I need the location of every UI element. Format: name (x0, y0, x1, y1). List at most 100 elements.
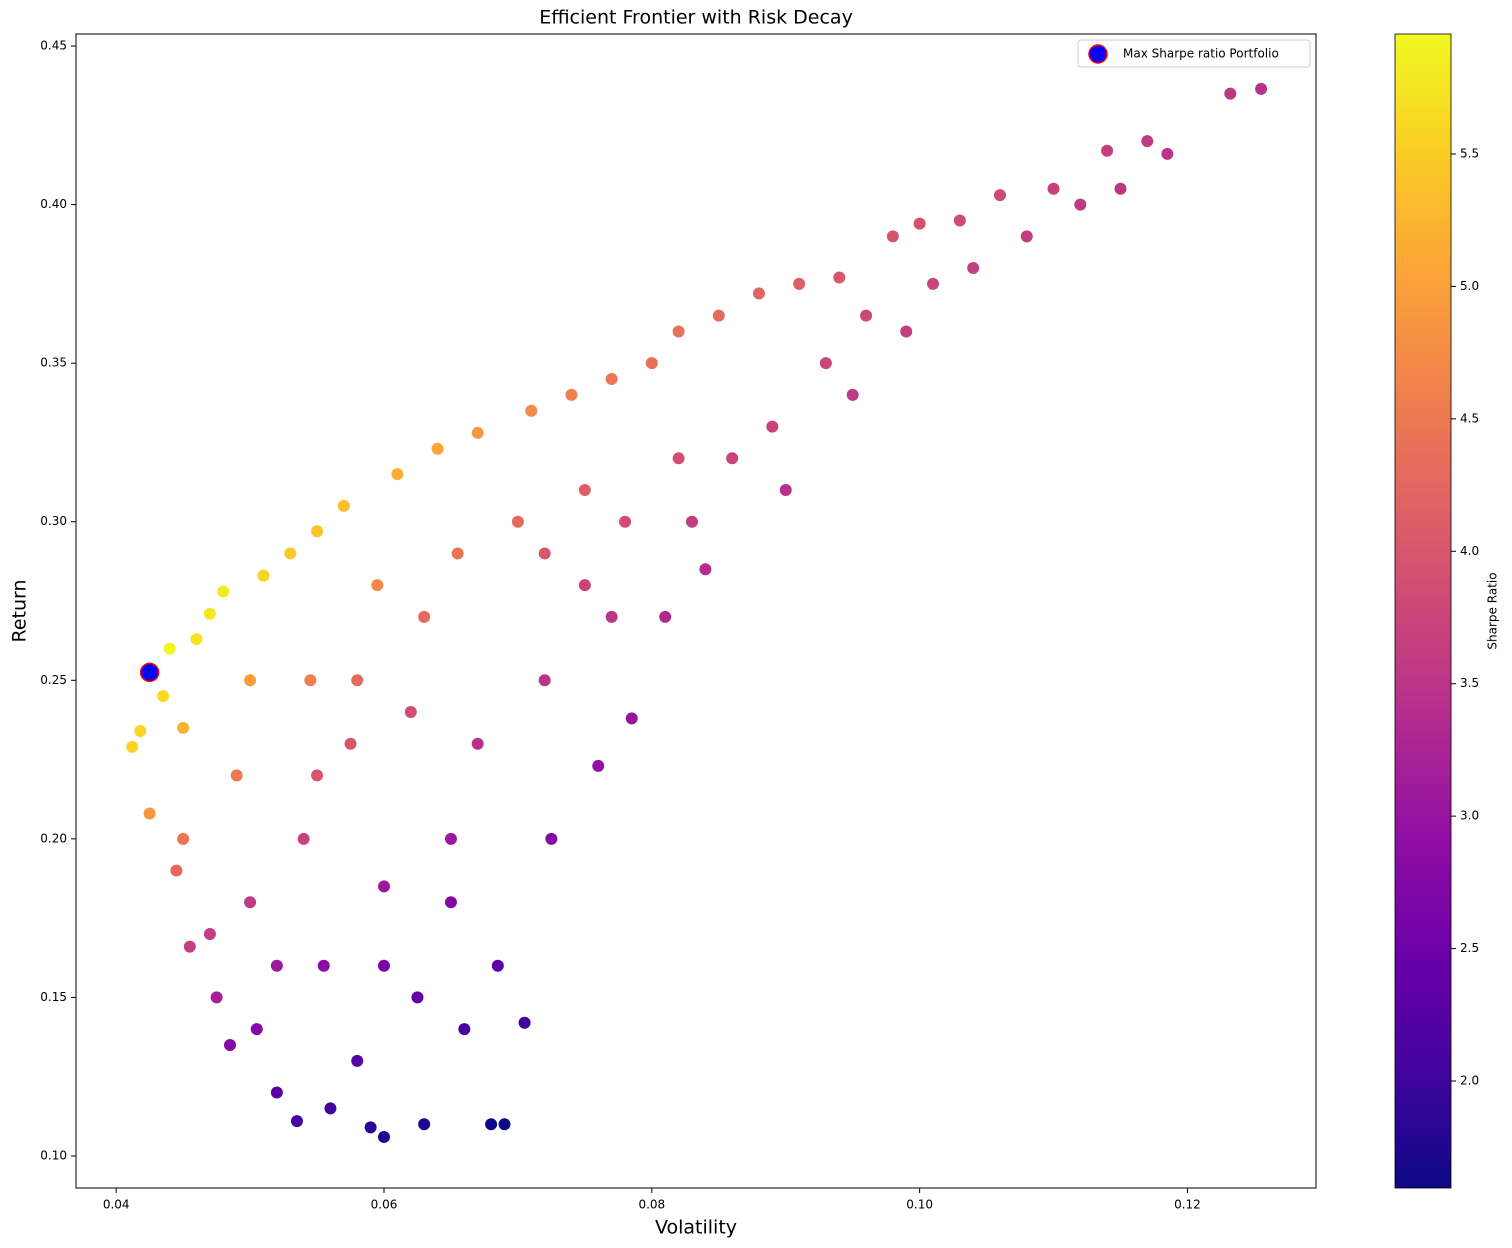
scatter-point (177, 721, 190, 734)
scatter-point (860, 309, 873, 322)
scatter-point (177, 832, 190, 845)
scatter-point (364, 1121, 377, 1134)
scatter-point (1114, 182, 1127, 195)
scatter-point (217, 585, 230, 598)
scatter-point (592, 759, 605, 772)
scatter-point (311, 525, 324, 538)
chart-title: Efficient Frontier with Risk Decay (539, 7, 853, 29)
scatter-point (900, 325, 913, 338)
scatter-point (993, 189, 1006, 202)
scatter-point (223, 1038, 236, 1051)
colorbar-tick-label: 5.0 (1460, 279, 1479, 293)
colorbar-tick-label: 4.5 (1460, 411, 1479, 425)
colorbar (1394, 33, 1452, 1189)
scatter-point (793, 277, 806, 290)
scatter-point (270, 1086, 283, 1099)
x-axis-label: Volatility (655, 1217, 737, 1239)
scatter-point (337, 499, 350, 512)
scatter-point (377, 880, 390, 893)
scatter-point (351, 674, 364, 687)
scatter-point (257, 569, 270, 582)
scatter-point (752, 287, 765, 300)
scatter-point (411, 991, 424, 1004)
scatter-point (779, 484, 792, 497)
scatter-point (1224, 87, 1237, 100)
scatter-point (244, 674, 257, 687)
scatter-point (1020, 230, 1033, 243)
scatter-point (163, 642, 176, 655)
scatter-point (290, 1115, 303, 1128)
scatter-point (846, 388, 859, 401)
scatter-point (1161, 147, 1174, 160)
scatter-point (712, 309, 725, 322)
scatter-point (471, 426, 484, 439)
colorbar-tick-label: 4.0 (1460, 544, 1479, 558)
scatter-point (578, 484, 591, 497)
scatter-point (471, 737, 484, 750)
scatter-point (126, 740, 139, 753)
scatter-point (317, 959, 330, 972)
scatter-point (819, 357, 832, 370)
scatter-point (1101, 144, 1114, 157)
y-tick-label: 0.35 (40, 356, 67, 370)
scatter-point (444, 896, 457, 909)
scatter-point (157, 690, 170, 703)
scatter-point (284, 547, 297, 560)
scatter-point (672, 325, 685, 338)
scatter-point (525, 404, 538, 417)
scatter-point (927, 277, 940, 290)
scatter-point (605, 610, 618, 623)
scatter-point (913, 217, 926, 230)
scatter-point (351, 1054, 364, 1067)
scatter-point (672, 452, 685, 465)
y-tick-label: 0.10 (40, 1148, 67, 1162)
scatter-point (685, 515, 698, 528)
scatter-point (1047, 182, 1060, 195)
scatter-point (134, 725, 147, 738)
scatter-point (324, 1102, 337, 1115)
scatter-point (444, 832, 457, 845)
scatter-point (578, 579, 591, 592)
scatter-point (250, 1023, 263, 1036)
y-tick-label: 0.45 (40, 39, 67, 53)
scatter-point (538, 674, 551, 687)
scatter-point (458, 1023, 471, 1036)
colorbar-label: Sharpe Ratio (1486, 572, 1500, 649)
scatter-point (766, 420, 779, 433)
scatter-point (1141, 135, 1154, 148)
scatter-point (605, 373, 618, 386)
x-tick-label: 0.06 (371, 1198, 398, 1212)
scatter-point (619, 515, 632, 528)
legend-box (1077, 39, 1311, 68)
scatter-point (431, 442, 444, 455)
scatter-point (190, 633, 203, 646)
scatter-point (143, 807, 156, 820)
colorbar-tick-label: 2.0 (1460, 1073, 1479, 1087)
colorbar-tick-label: 3.0 (1460, 809, 1479, 823)
colorbar-tick-label: 2.5 (1460, 941, 1479, 955)
scatter-point (645, 357, 658, 370)
x-tick-label: 0.10 (906, 1198, 933, 1212)
scatter-point (953, 214, 966, 227)
scatter-point (699, 563, 712, 576)
scatter-point (511, 515, 524, 528)
scatter-point (297, 832, 310, 845)
scatter-point (451, 547, 464, 560)
scatter-point (1074, 198, 1087, 211)
y-tick-label: 0.20 (40, 831, 67, 845)
x-tick-label: 0.04 (103, 1198, 130, 1212)
colorbar-tick-label: 5.5 (1460, 146, 1479, 160)
scatter-point (304, 674, 317, 687)
x-tick-label: 0.08 (638, 1198, 665, 1212)
scatter-point (377, 1130, 390, 1143)
scatter-point (1255, 82, 1268, 95)
scatter-point (418, 1118, 431, 1131)
scatter-point (230, 769, 243, 782)
scatter-point (170, 864, 183, 877)
scatter-point (344, 737, 357, 750)
scatter-point (538, 547, 551, 560)
scatter-point (244, 896, 257, 909)
scatter-point (210, 991, 223, 1004)
scatter-point (498, 1118, 511, 1131)
